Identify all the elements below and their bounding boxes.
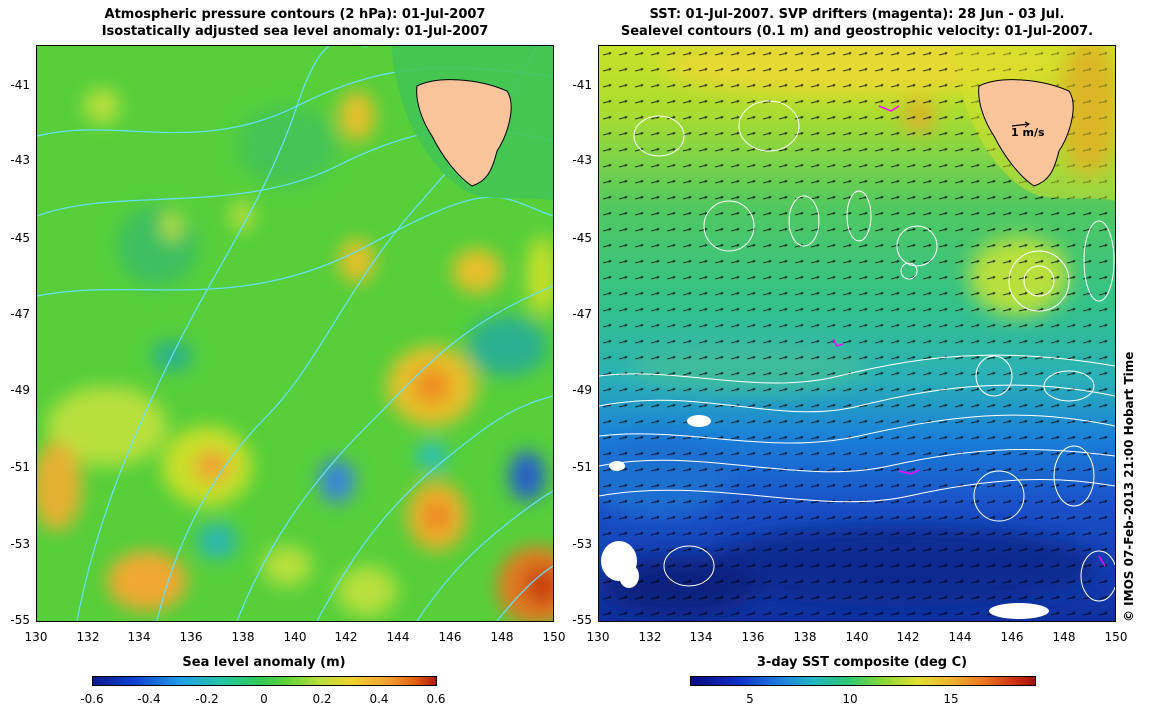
right-colorbar-tick: 15	[943, 692, 959, 706]
left-colorbar-tick: 0	[260, 692, 268, 706]
sea-level-colorbar	[92, 676, 437, 686]
left-x-tick: 138	[231, 630, 255, 644]
right-y-tick: -51	[572, 460, 592, 474]
right-y-tick: -45	[572, 231, 592, 245]
left-title-line2: Isostatically adjusted sea level anomaly…	[101, 24, 489, 39]
copyright-credit: © IMOS 07-Feb-2013 21:00 Hobart Time	[1122, 351, 1136, 622]
right-x-tick: 148	[1052, 630, 1076, 644]
left-colorbar-tick: -0.6	[80, 692, 104, 706]
left-y-tick: -47	[10, 307, 30, 321]
left-x-tick: 142	[334, 630, 358, 644]
left-x-tick: 130	[24, 630, 48, 644]
tasmania-land-sst	[954, 46, 1115, 201]
tasmania-land	[392, 46, 553, 201]
right-colorbar-tick: 5	[746, 692, 754, 706]
left-x-tick: 134	[127, 630, 151, 644]
right-colorbar-tick: 10	[842, 692, 858, 706]
right-y-tick: -49	[572, 383, 592, 397]
left-x-tick: 132	[76, 630, 100, 644]
drifter-tracks	[832, 105, 1106, 567]
left-y-tick: -43	[10, 153, 30, 167]
sea-level-anomaly-field	[37, 46, 553, 621]
right-title-line1: SST: 01-Jul-2007. SVP drifters (magenta)…	[649, 7, 1065, 22]
right-x-tick: 134	[689, 630, 713, 644]
right-colorbar-title: 3-day SST composite (deg C)	[756, 655, 968, 670]
right-x-tick: 136	[741, 630, 765, 644]
right-x-tick: 138	[793, 630, 817, 644]
left-x-tick: 140	[283, 630, 307, 644]
right-x-tick: 142	[896, 630, 920, 644]
right-y-tick: -41	[572, 78, 592, 92]
right-x-tick: 132	[638, 630, 662, 644]
right-map: 1 m/s	[598, 45, 1116, 622]
velocity-scale-label: 1 m/s	[1011, 126, 1045, 139]
right-y-tick: -47	[572, 307, 592, 321]
left-colorbar-title: Sea level anomaly (m)	[182, 655, 346, 670]
left-y-tick: -55	[10, 613, 30, 627]
right-y-tick: -43	[572, 153, 592, 167]
left-y-tick: -45	[10, 231, 30, 245]
left-colorbar-tick: -0.4	[137, 692, 161, 706]
left-colorbar-tick: 0.2	[312, 692, 332, 706]
right-x-tick: 150	[1104, 630, 1128, 644]
right-x-tick: 144	[948, 630, 972, 644]
sst-field	[599, 46, 1115, 621]
left-x-tick: 144	[386, 630, 410, 644]
left-y-tick: -41	[10, 78, 30, 92]
left-colorbar-tick: 0.4	[369, 692, 389, 706]
ice-patches	[601, 415, 1049, 619]
right-x-tick: 146	[1000, 630, 1024, 644]
left-y-tick: -53	[10, 537, 30, 551]
left-x-tick: 150	[542, 630, 566, 644]
right-title-line2: Sealevel contours (0.1 m) and geostrophi…	[620, 24, 1094, 39]
left-map	[36, 45, 554, 622]
left-title-line1: Atmospheric pressure contours (2 hPa): 0…	[104, 7, 486, 22]
left-colorbar-tick: 0.6	[426, 692, 446, 706]
velocity-scale-arrow	[1011, 121, 1030, 128]
left-x-tick: 146	[438, 630, 462, 644]
left-y-tick: -49	[10, 383, 30, 397]
left-y-tick: -51	[10, 460, 30, 474]
right-y-tick: -53	[572, 537, 592, 551]
left-x-tick: 148	[490, 630, 514, 644]
sst-colorbar	[690, 676, 1036, 686]
left-colorbar-tick: -0.2	[195, 692, 219, 706]
right-x-tick: 130	[586, 630, 610, 644]
right-x-tick: 140	[845, 630, 869, 644]
right-y-tick: -55	[572, 613, 592, 627]
left-x-tick: 136	[179, 630, 203, 644]
